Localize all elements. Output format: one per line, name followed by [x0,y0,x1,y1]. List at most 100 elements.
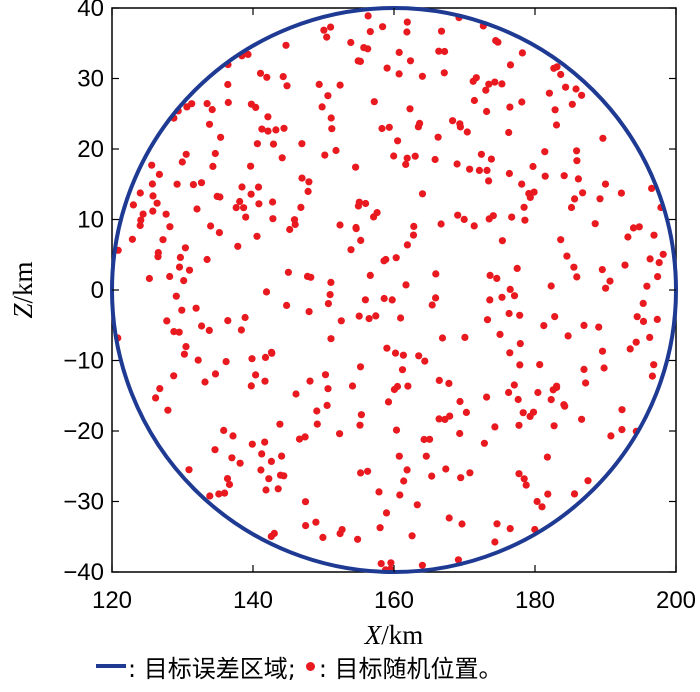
scatter-point [470,222,478,230]
scatter-point [529,162,537,171]
scatter-point [270,529,278,538]
scatter-point [431,155,439,164]
scatter-point [422,452,430,460]
scatter-point [357,469,365,477]
scatter-point [496,330,504,338]
scatter-point [462,408,470,416]
scatter-point [282,41,290,49]
scatter-point [493,274,501,282]
scatter-point [550,422,558,430]
scatter-point [180,350,188,358]
scatter-point [483,107,491,116]
x-tick-label: 120 [92,587,132,614]
scatter-point [518,98,526,106]
y-tick-label: −40 [63,559,104,586]
scatter-point [253,232,261,240]
scatter-point [505,388,513,397]
y-tick-label: 0 [91,277,104,304]
points-layer [114,12,667,574]
ticks-layer: 120 140 160 180 200 40 30 20 10 0 −10 −20 −30 −40 [63,0,696,614]
scatter-point [420,435,428,444]
scatter-point [338,526,346,534]
scatter-point [650,231,658,239]
scatter-point [313,407,321,415]
scatter-point [387,559,395,567]
scatter-point [434,133,442,141]
scatter-point [247,162,255,170]
scatter-point [370,213,378,221]
scatter-point [360,44,368,52]
scatter-point [163,317,171,325]
scatter-point [491,538,499,546]
scatter-point [437,220,445,228]
scatter-point [153,199,161,207]
scatter-point [547,282,555,290]
scatter-point [519,409,527,417]
scatter-point [205,326,213,334]
scatter-point [280,124,288,132]
scatter-point [318,103,326,111]
scatter-point [264,113,272,121]
scatter-point [267,457,275,465]
scatter-point [486,296,494,304]
scatter-point [442,465,450,473]
scatter-point [241,313,249,322]
scatter-point [247,382,255,390]
scatter-point [383,344,391,352]
scatter-point [384,398,393,406]
scatter-point [352,225,360,233]
scatter-point [441,47,449,56]
scatter-point [283,301,291,309]
scatter-point [208,106,216,114]
scatter-point [551,313,559,321]
scatter-point [364,12,372,20]
scatter-point [392,254,400,262]
scatter-point [540,322,548,330]
scatter-point [629,224,638,232]
scatter-point [596,195,604,203]
scatter-point [541,172,549,180]
scatter-point [404,382,412,390]
scatter-point [209,162,217,170]
scatter-point [211,149,219,158]
scatter-point [505,128,513,137]
scatter-point [573,157,581,165]
scatter-point [525,189,533,198]
scatter-point [392,426,401,434]
scatter-point [136,221,144,230]
scatter-point [572,85,580,93]
scatter-point [516,340,524,348]
scatter-point [391,349,400,357]
scatter-point [182,150,190,158]
scatter-point [261,438,269,446]
scatter-point [301,498,310,506]
scatter-point [240,204,248,212]
scatter-point [182,343,190,351]
scatter-point [458,520,466,528]
scatter-point [379,23,387,31]
scatter-point [398,366,407,374]
scatter-point [213,192,221,200]
scatter-point [185,466,193,474]
scatter-point [222,358,230,366]
scatter-point [600,364,608,372]
scatter-point [518,180,526,188]
scatter-point [485,177,493,185]
scatter-point [278,154,286,162]
scatter-point [137,216,145,224]
scatter-point [207,222,215,230]
scatter-point [390,152,398,160]
scatter-point [355,312,363,320]
scatter-point [403,154,411,162]
scatter-point [357,411,365,419]
scatter-point [416,119,424,127]
scatter-point [463,128,471,136]
scatter-point [516,311,524,319]
scatter-point [578,415,586,423]
scatter-point [632,338,640,346]
scatter-point [480,439,488,447]
scatter-point [543,453,552,461]
scatter-point [376,524,384,532]
scatter-point [595,323,603,331]
scatter-point [403,241,411,249]
